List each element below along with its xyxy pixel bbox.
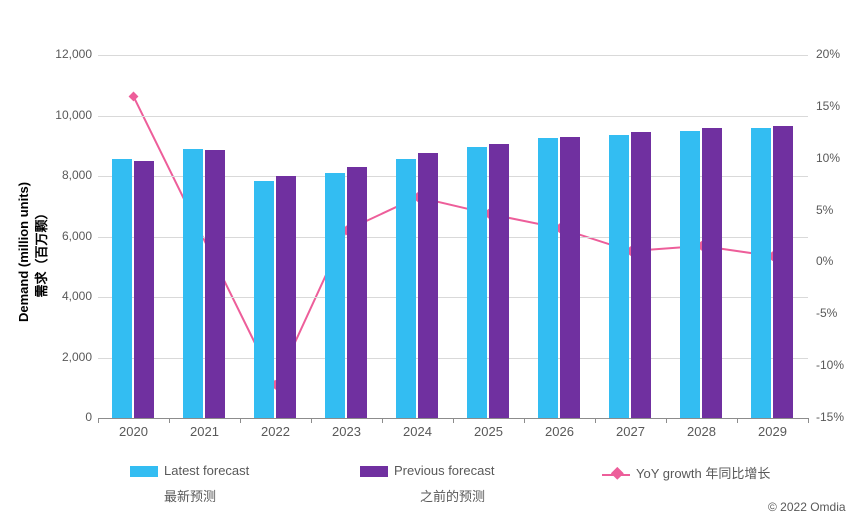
- bar: [631, 132, 651, 418]
- y-right-tick-label: -10%: [816, 358, 844, 372]
- x-tick-label: 2022: [261, 424, 290, 439]
- bar: [134, 161, 154, 418]
- y-left-tick-label: 6,000: [62, 229, 92, 243]
- gridline: [98, 55, 808, 56]
- copyright-text: © 2022 Omdia: [768, 500, 846, 514]
- y-right-tick-label: 5%: [816, 203, 833, 217]
- legend-sublabel: 之前的预测: [420, 486, 485, 505]
- y-right-tick-label: 10%: [816, 151, 840, 165]
- x-tick-label: 2028: [687, 424, 716, 439]
- bar: [325, 173, 345, 418]
- legend-label: YoY growth 年同比增长: [636, 466, 770, 481]
- x-tick-label: 2020: [119, 424, 148, 439]
- y-left-tick-label: 2,000: [62, 350, 92, 364]
- y-right-tick-label: -5%: [816, 306, 837, 320]
- y-left-tick-label: 8,000: [62, 168, 92, 182]
- legend-item: Latest forecast: [130, 463, 249, 478]
- bar: [489, 144, 509, 418]
- bar: [254, 181, 274, 418]
- x-tick: [524, 418, 525, 423]
- bar: [276, 176, 296, 418]
- x-tick-label: 2024: [403, 424, 432, 439]
- yoy-line: [134, 96, 773, 384]
- bar: [609, 135, 629, 418]
- bar: [183, 149, 203, 418]
- x-tick-label: 2025: [474, 424, 503, 439]
- gridline: [98, 116, 808, 117]
- bar: [467, 147, 487, 418]
- y-left-tick-label: 0: [85, 410, 92, 424]
- bar: [702, 128, 722, 418]
- x-tick-label: 2029: [758, 424, 787, 439]
- bar: [773, 126, 793, 418]
- y-left-tick-label: 12,000: [55, 47, 92, 61]
- bar: [680, 131, 700, 418]
- bar: [560, 137, 580, 418]
- x-tick: [311, 418, 312, 423]
- x-tick-label: 2023: [332, 424, 361, 439]
- bar: [538, 138, 558, 418]
- y-right-tick-label: 20%: [816, 47, 840, 61]
- legend-sublabel: 最新预测: [164, 486, 216, 505]
- chart-container: Demand (million units) 需求（百万颗） Latest fo…: [0, 0, 866, 525]
- bar: [205, 150, 225, 418]
- x-tick: [595, 418, 596, 423]
- legend-item: YoY growth 年同比增长: [602, 463, 770, 482]
- legend-item: Previous forecast: [360, 463, 494, 478]
- x-tick-label: 2027: [616, 424, 645, 439]
- x-tick: [808, 418, 809, 423]
- y-right-tick-label: 0%: [816, 254, 833, 268]
- x-tick: [169, 418, 170, 423]
- x-tick: [737, 418, 738, 423]
- x-tick-label: 2026: [545, 424, 574, 439]
- legend-label: Previous forecast: [394, 463, 494, 478]
- y-right-tick-label: 15%: [816, 99, 840, 113]
- bar: [112, 159, 132, 418]
- bar: [751, 128, 771, 418]
- y-left-tick-label: 4,000: [62, 289, 92, 303]
- x-tick: [453, 418, 454, 423]
- x-tick: [240, 418, 241, 423]
- bar: [418, 153, 438, 418]
- y-left-tick-label: 10,000: [55, 108, 92, 122]
- x-tick: [382, 418, 383, 423]
- bar: [347, 167, 367, 418]
- legend-label: Latest forecast: [164, 463, 249, 478]
- bar: [396, 159, 416, 418]
- y-right-tick-label: -15%: [816, 410, 844, 424]
- x-tick: [666, 418, 667, 423]
- x-tick-label: 2021: [190, 424, 219, 439]
- yoy-marker: [129, 92, 139, 102]
- x-tick: [98, 418, 99, 423]
